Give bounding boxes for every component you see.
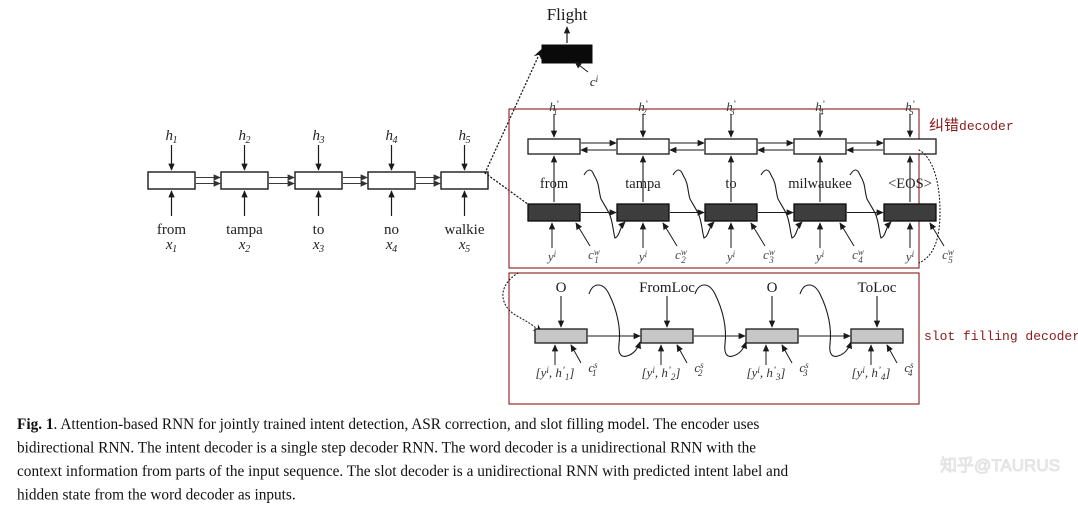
- svg-text:h’5: h’ 5: [905, 99, 915, 117]
- svg-text:x1: x1: [165, 237, 177, 255]
- svg-text:x4: x4: [385, 237, 397, 255]
- svg-text:[yi, h’2]: [yi, h’2]: [642, 365, 681, 382]
- svg-text:cw2: cw 2: [675, 247, 687, 265]
- svg-text:yi: yi: [546, 249, 557, 264]
- svg-text:ToLoc: ToLoc: [858, 280, 897, 296]
- svg-text:h5: h5: [459, 128, 471, 146]
- svg-text:context information from parts: context information from parts of the in…: [17, 463, 788, 480]
- svg-text:h’2: h’ 2: [638, 99, 648, 117]
- svg-text:O: O: [556, 280, 567, 296]
- svg-text:O: O: [767, 280, 778, 296]
- svg-text:cw1: cw 1: [588, 247, 600, 265]
- svg-text:cw5: cw 5: [942, 247, 954, 265]
- svg-text:slot filling decoder: slot filling decoder: [924, 329, 1078, 344]
- svg-text:h1: h1: [166, 128, 178, 146]
- svg-text:x2: x2: [238, 237, 250, 255]
- svg-text:yi: yi: [725, 249, 736, 264]
- svg-text:walkie: walkie: [445, 222, 485, 238]
- svg-text:FromLoc: FromLoc: [639, 280, 695, 296]
- svg-text:h’1: h’ 1: [549, 99, 559, 117]
- svg-text:Fig. 1. Attention-based RNN f: Fig. 1. Attention-based RNN for jointly …: [17, 416, 759, 433]
- svg-text:h’3: h’ 3: [726, 99, 736, 117]
- svg-text:yi: yi: [814, 249, 825, 264]
- svg-text:bidirectional RNN. The intent: bidirectional RNN. The intent decoder is…: [17, 440, 756, 457]
- svg-text:cs4: cs 4: [904, 360, 914, 378]
- svg-text:milwaukee: milwaukee: [788, 176, 852, 192]
- svg-text:[yi, h’4]: [yi, h’4]: [852, 365, 891, 382]
- svg-text:yi: yi: [637, 249, 648, 264]
- svg-text:cs1: cs 1: [588, 360, 598, 378]
- svg-text:h’4: h’ 4: [815, 99, 825, 117]
- svg-text:hidden state from the word dec: hidden state from the word decoder as in…: [17, 487, 296, 504]
- svg-text:tampa: tampa: [625, 176, 661, 192]
- svg-text:yi: yi: [904, 249, 915, 264]
- svg-text:x3: x3: [312, 237, 324, 255]
- svg-text:[yi, h’3]: [yi, h’3]: [747, 365, 786, 382]
- svg-text:cs2: cs 2: [694, 360, 704, 378]
- svg-text:cw3: cw 3: [763, 247, 775, 265]
- svg-text:知乎@TAURUS: 知乎@TAURUS: [940, 456, 1060, 475]
- svg-text:no: no: [384, 222, 399, 238]
- svg-text:from: from: [157, 222, 186, 238]
- svg-text:cw4: cw 4: [852, 247, 864, 265]
- svg-text:tampa: tampa: [226, 222, 263, 238]
- svg-text:h3: h3: [313, 128, 325, 146]
- svg-text:x5: x5: [458, 237, 470, 255]
- svg-text:h2: h2: [239, 128, 251, 146]
- svg-text:to: to: [313, 222, 325, 238]
- svg-text:<EOS>: <EOS>: [888, 176, 932, 192]
- svg-text:to: to: [725, 176, 736, 192]
- svg-text:[yi, h’1]: [yi, h’1]: [536, 365, 575, 382]
- svg-text:h4: h4: [386, 128, 398, 146]
- svg-text:纠错decoder: 纠错decoder: [929, 117, 1014, 134]
- svg-text:ci: ci: [590, 74, 599, 89]
- svg-text:from: from: [540, 176, 569, 192]
- svg-text:Flight: Flight: [547, 5, 588, 24]
- svg-text:cs3: cs 3: [799, 360, 809, 378]
